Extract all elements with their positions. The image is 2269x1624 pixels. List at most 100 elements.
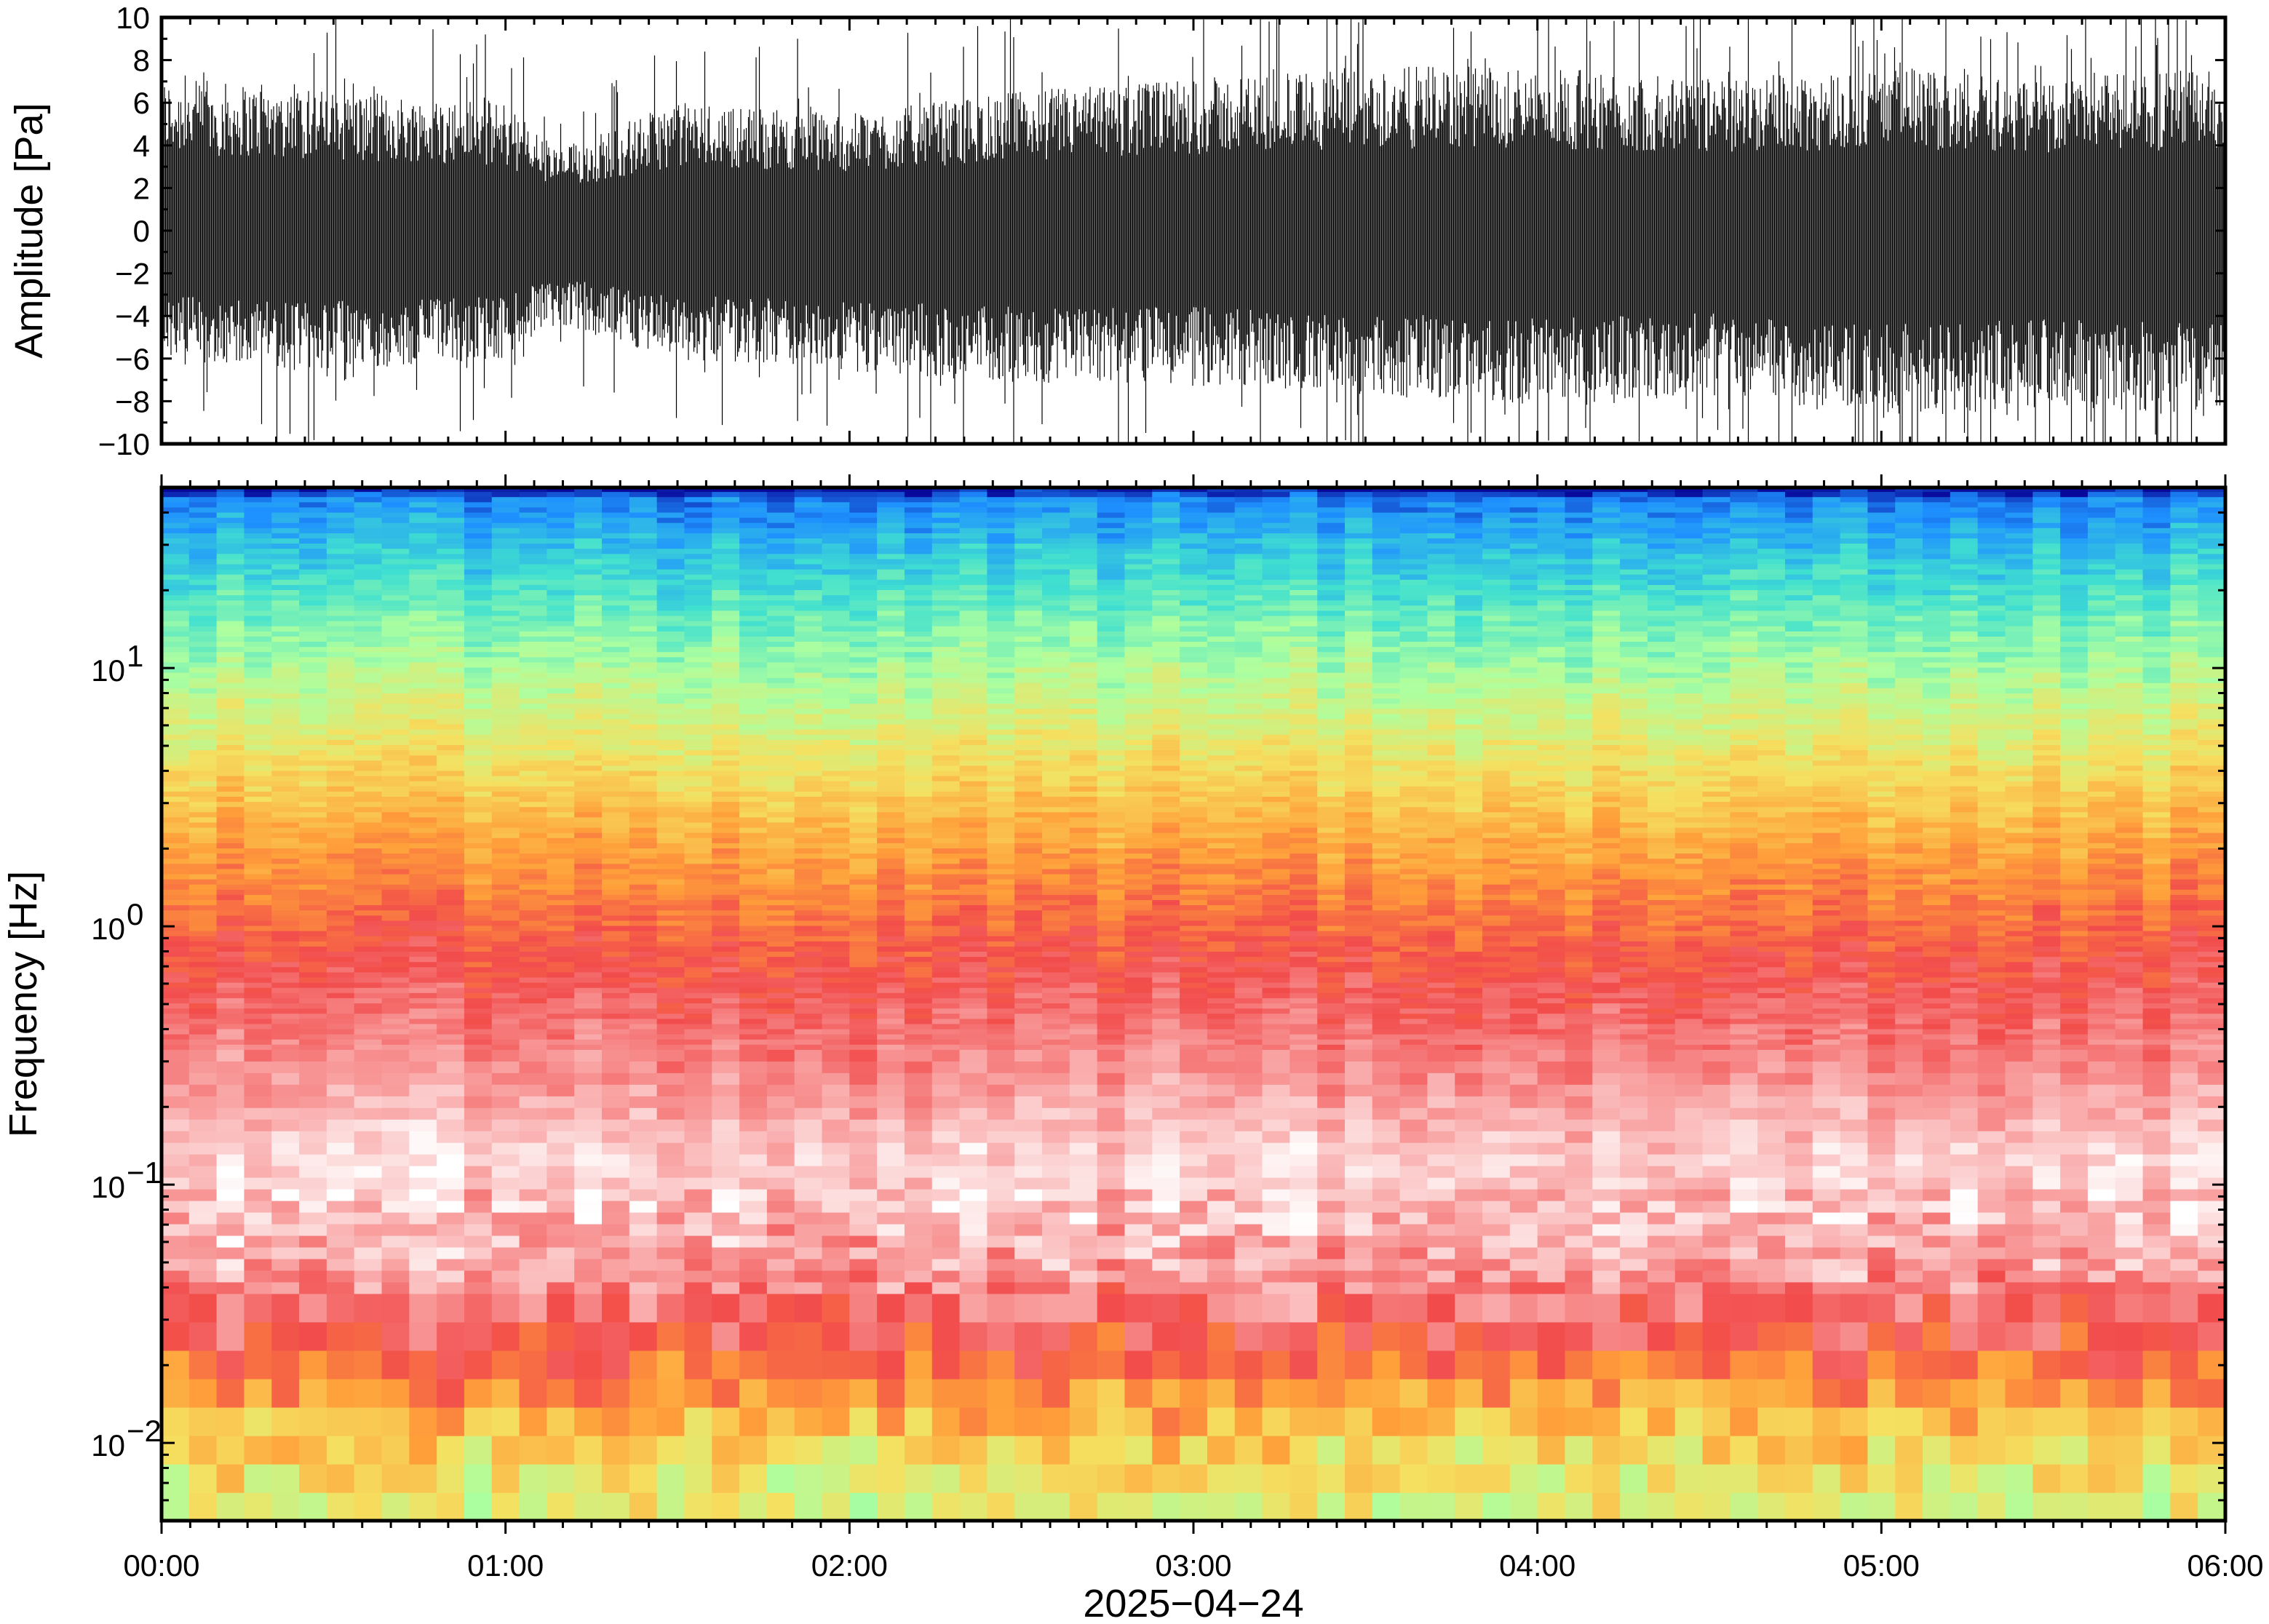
spectrogram-cell [244,501,273,508]
spectrogram-cell [409,605,437,611]
spectrogram-cell [656,713,686,720]
spectrogram-cell [904,718,933,725]
spectrogram-cell [574,512,603,518]
spectrogram-cell [656,899,686,906]
spectrogram-cell [1014,1033,1043,1040]
spectrogram-cell [491,946,520,952]
spectrogram-cell [931,506,961,513]
spectrogram-cell [464,615,493,621]
spectrogram-cell [188,1008,218,1014]
spectrogram-cell [464,868,493,875]
spectrogram-cell [271,512,300,518]
spectrogram-cell [822,491,851,498]
spectrogram-cell [629,883,658,890]
spectrogram-cell [766,1061,795,1073]
spectrogram-cell [794,1246,823,1259]
spectrogram-cell [1042,853,1070,859]
spectrogram-cell [1097,631,1126,637]
spectrogram-cell [712,1177,740,1190]
spectrogram-cell [1014,1003,1043,1009]
spectrogram-cell [354,713,383,720]
spectrogram-cell [574,677,603,683]
spectrogram-cell [162,589,190,596]
spectrogram-cell [409,723,437,730]
spectrogram-cell [849,538,878,544]
spectrogram-cell [162,543,190,549]
spectrogram-cell [712,1165,740,1178]
spectrogram-cell [656,941,686,947]
spectrogram-cell [519,760,548,766]
spectrogram-cell [162,848,190,854]
spectrogram-cell [299,594,327,601]
spectrogram-cell [491,548,520,554]
spectrogram-cell [409,889,437,895]
spectrogram-cell [959,848,988,854]
spectrogram-cell [629,992,658,998]
spectrogram-cell [656,1378,686,1408]
spectrogram-cell [244,1061,273,1073]
spectrogram-cell [849,904,878,911]
spectrogram-cell [959,920,988,926]
spectrogram-cell [437,688,465,694]
spectrogram-cell [739,538,768,544]
spectrogram-cell [299,780,327,787]
spectrogram-cell [904,1130,933,1143]
spectrogram-cell [684,1008,713,1014]
spectrogram-cell [602,1118,630,1131]
spectrogram-cell [519,863,548,869]
spectrogram-cell [987,573,1016,580]
spectrogram-cell [849,749,878,756]
spectrogram-cell [381,713,410,720]
spectrogram-cell [766,1246,795,1259]
spectrogram-cell [904,1072,933,1085]
spectrogram-cell [684,677,713,683]
spectrogram-cell [629,1118,658,1131]
spectrogram-cell [822,1142,851,1155]
spectrogram-cell [959,589,988,596]
spectrogram-cell [162,853,190,859]
spectrogram-cell [987,1153,1016,1166]
spectrogram-cell [877,843,905,849]
spectrogram-cell [491,1061,520,1073]
spectrogram-cell [1042,1258,1070,1271]
spectrogram-cell [959,646,988,653]
spectrogram-cell [684,946,713,952]
spectrogram-cell [1069,1211,1098,1225]
spectrogram-cell [877,1177,905,1190]
spectrogram-cell [931,1293,961,1323]
spectrogram-cell [162,961,190,968]
spectrogram-cell [877,739,905,746]
spectrogram-cell [574,1281,603,1294]
spectrogram-cell [216,868,245,875]
spectrogram-cell [766,1072,795,1085]
spectrogram-cell [931,998,961,1004]
spectrogram-cell [299,543,327,549]
spectrogram-cell [987,1281,1016,1294]
spectrogram-cell [602,641,630,648]
spectrogram-cell [904,568,933,575]
spectrogram-cell [794,1293,823,1323]
spectrogram-cell [1069,533,1098,539]
spectrogram-cell [326,889,355,895]
spectrogram-cell [987,1258,1016,1271]
spectrogram-cell [849,1165,878,1178]
spectrogram-cell [1069,848,1098,854]
spectrogram-cell [464,1188,493,1201]
spectrogram-cell [877,1061,905,1073]
spectrogram-cell [1069,811,1098,818]
spectrogram-cell [409,713,437,720]
spectrogram-cell [326,837,355,843]
spectrogram-cell [464,1177,493,1190]
spectrogram-cell [629,548,658,554]
spectrogram-cell [959,1153,988,1166]
spectrogram-cell [931,941,961,947]
spectrogram-cell [162,718,190,725]
spectrogram-cell [877,1153,905,1166]
spectrogram-cell [519,801,548,808]
spectrogram-cell [354,636,383,642]
spectrogram-cell [1042,594,1070,601]
spectrogram-cell [987,899,1016,906]
spectrogram-cell [629,915,658,921]
spectrogram-cell [877,708,905,715]
spectrogram-cell [987,806,1016,813]
